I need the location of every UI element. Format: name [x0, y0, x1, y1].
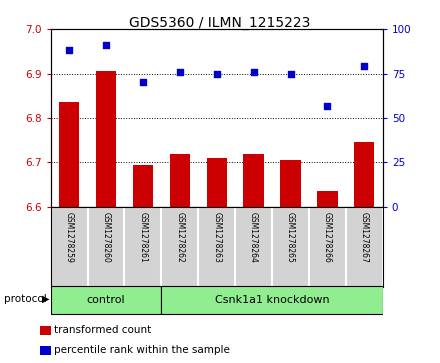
Point	[324, 103, 331, 109]
Text: GSM1278261: GSM1278261	[138, 212, 147, 262]
Point	[66, 48, 73, 53]
Text: transformed count: transformed count	[54, 325, 151, 335]
Bar	[59, 102, 79, 207]
FancyBboxPatch shape	[51, 286, 161, 314]
Bar	[243, 154, 264, 207]
Bar	[354, 142, 374, 207]
Bar	[317, 191, 337, 207]
Bar	[206, 158, 227, 207]
Point	[139, 79, 147, 85]
Bar	[96, 71, 116, 207]
Text: Csnk1a1 knockdown: Csnk1a1 knockdown	[215, 295, 330, 305]
Point	[287, 70, 294, 77]
Text: GSM1278265: GSM1278265	[286, 212, 295, 262]
Text: GSM1278262: GSM1278262	[175, 212, 184, 262]
FancyBboxPatch shape	[161, 286, 383, 314]
Bar	[133, 165, 153, 207]
Point	[361, 64, 368, 69]
Text: GSM1278266: GSM1278266	[323, 212, 332, 262]
Text: percentile rank within the sample: percentile rank within the sample	[54, 345, 230, 355]
Point	[103, 42, 110, 48]
Point	[176, 69, 183, 75]
Bar	[170, 154, 190, 207]
Point	[213, 70, 220, 77]
Text: GSM1278264: GSM1278264	[249, 212, 258, 262]
Text: GDS5360 / ILMN_1215223: GDS5360 / ILMN_1215223	[129, 16, 311, 30]
Text: GSM1278260: GSM1278260	[102, 212, 110, 262]
Point	[250, 69, 257, 75]
Text: GSM1278263: GSM1278263	[212, 212, 221, 262]
Text: control: control	[87, 295, 125, 305]
Text: GSM1278259: GSM1278259	[65, 212, 73, 262]
Bar	[280, 160, 301, 207]
Text: GSM1278267: GSM1278267	[360, 212, 369, 262]
Text: ▶: ▶	[42, 294, 49, 304]
Text: protocol: protocol	[4, 294, 47, 304]
